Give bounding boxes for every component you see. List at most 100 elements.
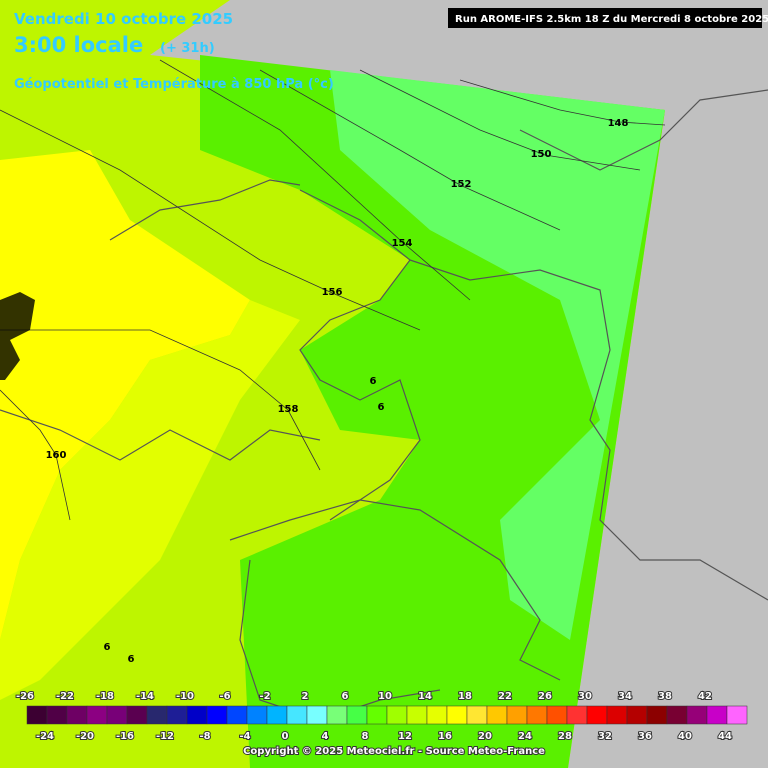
legend-label: -12 bbox=[156, 731, 174, 742]
legend-swatch bbox=[326, 705, 348, 725]
legend-label: -10 bbox=[176, 691, 194, 702]
legend-swatch bbox=[706, 705, 728, 725]
legend-swatch bbox=[606, 705, 628, 725]
zone-light-green bbox=[330, 70, 665, 640]
legend-swatch bbox=[626, 705, 648, 725]
legend-label: 44 bbox=[718, 731, 732, 742]
contour-label: 148 bbox=[608, 118, 629, 129]
legend-swatch bbox=[446, 705, 468, 725]
legend-swatch bbox=[106, 705, 128, 725]
zone-yellow-green bbox=[0, 300, 300, 700]
legend-label: 32 bbox=[598, 731, 612, 742]
legend-label: 34 bbox=[618, 691, 632, 702]
run-info: Run AROME-IFS 2.5km 18 Z du Mercredi 8 o… bbox=[455, 14, 768, 25]
legend-swatch bbox=[266, 705, 288, 725]
legend-swatch bbox=[486, 705, 508, 725]
border bbox=[229, 499, 561, 681]
legend-label: -4 bbox=[239, 731, 250, 742]
isohypse bbox=[0, 109, 421, 331]
legend-label: -22 bbox=[56, 691, 74, 702]
contour-label: 156 bbox=[322, 287, 343, 298]
run-box bbox=[448, 8, 762, 28]
legend-label: 10 bbox=[378, 691, 392, 702]
legend-swatch bbox=[286, 705, 308, 725]
legend-label: 24 bbox=[518, 731, 532, 742]
legend-swatch bbox=[646, 705, 668, 725]
legend-swatch bbox=[226, 705, 248, 725]
legend-label: 6 bbox=[342, 691, 349, 702]
legend-label: 2 bbox=[302, 691, 309, 702]
border bbox=[519, 89, 768, 171]
contour-label: 152 bbox=[451, 179, 472, 190]
isohypse bbox=[359, 69, 641, 171]
contour-label: 6 bbox=[370, 376, 377, 387]
isohypse bbox=[0, 389, 71, 521]
legend-label: 40 bbox=[678, 731, 692, 742]
legend-label: 22 bbox=[498, 691, 512, 702]
contour-label: 6 bbox=[378, 402, 385, 413]
legend-swatch bbox=[166, 705, 188, 725]
date: Vendredi 10 octobre 2025 bbox=[14, 10, 233, 28]
legend-swatch bbox=[686, 705, 708, 725]
legend-label: 16 bbox=[438, 731, 452, 742]
border bbox=[0, 409, 321, 461]
coastline bbox=[0, 292, 35, 380]
legend-label: -18 bbox=[96, 691, 114, 702]
legend-swatch bbox=[146, 705, 168, 725]
legend-swatch bbox=[206, 705, 228, 725]
legend-swatch bbox=[566, 705, 588, 725]
legend-label: 18 bbox=[458, 691, 472, 702]
legend-label: 8 bbox=[362, 731, 369, 742]
legend-swatch bbox=[426, 705, 448, 725]
legend-swatch bbox=[526, 705, 548, 725]
contour-label: 154 bbox=[392, 238, 413, 249]
legend-label: -26 bbox=[16, 691, 34, 702]
legend-label: 14 bbox=[418, 691, 432, 702]
legend-swatch bbox=[86, 705, 108, 725]
contour-label: 150 bbox=[531, 149, 552, 160]
legend-swatch bbox=[26, 705, 48, 725]
lead-time: (+ 31h) bbox=[160, 41, 215, 56]
contour-label: 158 bbox=[278, 404, 299, 415]
legend-label: 36 bbox=[638, 731, 652, 742]
isohypse bbox=[259, 69, 561, 231]
border bbox=[409, 259, 768, 601]
legend-label: 0 bbox=[282, 731, 289, 742]
copyright: Copyright © 2025 Meteociel.fr - Source M… bbox=[243, 746, 545, 757]
legend-label: 42 bbox=[698, 691, 712, 702]
legend-swatch bbox=[506, 705, 528, 725]
legend-label: 4 bbox=[322, 731, 329, 742]
legend-swatch bbox=[246, 705, 268, 725]
legend-label: 20 bbox=[478, 731, 492, 742]
legend-label: -2 bbox=[259, 691, 270, 702]
border bbox=[109, 179, 301, 241]
legend-swatch bbox=[66, 705, 88, 725]
legend-label: 28 bbox=[558, 731, 572, 742]
legend-swatch bbox=[666, 705, 688, 725]
isohypse bbox=[159, 59, 471, 301]
legend-label: 38 bbox=[658, 691, 672, 702]
legend-label: -20 bbox=[76, 731, 94, 742]
legend-label: 30 bbox=[578, 691, 592, 702]
legend-swatch bbox=[366, 705, 388, 725]
isohypse bbox=[0, 329, 321, 471]
legend-swatch bbox=[346, 705, 368, 725]
zone-yellow bbox=[0, 150, 250, 640]
isohypse bbox=[459, 79, 666, 126]
legend-label: -16 bbox=[116, 731, 134, 742]
legend-swatch bbox=[186, 705, 208, 725]
legend-swatch bbox=[46, 705, 68, 725]
legend-label: -14 bbox=[136, 691, 154, 702]
legend-swatch bbox=[406, 705, 428, 725]
legend-label: -8 bbox=[199, 731, 210, 742]
legend-label: 26 bbox=[538, 691, 552, 702]
legend-swatch bbox=[586, 705, 608, 725]
legend-swatch bbox=[726, 705, 748, 725]
legend-swatch bbox=[546, 705, 568, 725]
legend-swatch bbox=[126, 705, 148, 725]
legend-swatch bbox=[306, 705, 328, 725]
contour-label: 6 bbox=[128, 654, 135, 665]
time: 3:00 locale bbox=[14, 33, 143, 57]
legend-label: 12 bbox=[398, 731, 412, 742]
